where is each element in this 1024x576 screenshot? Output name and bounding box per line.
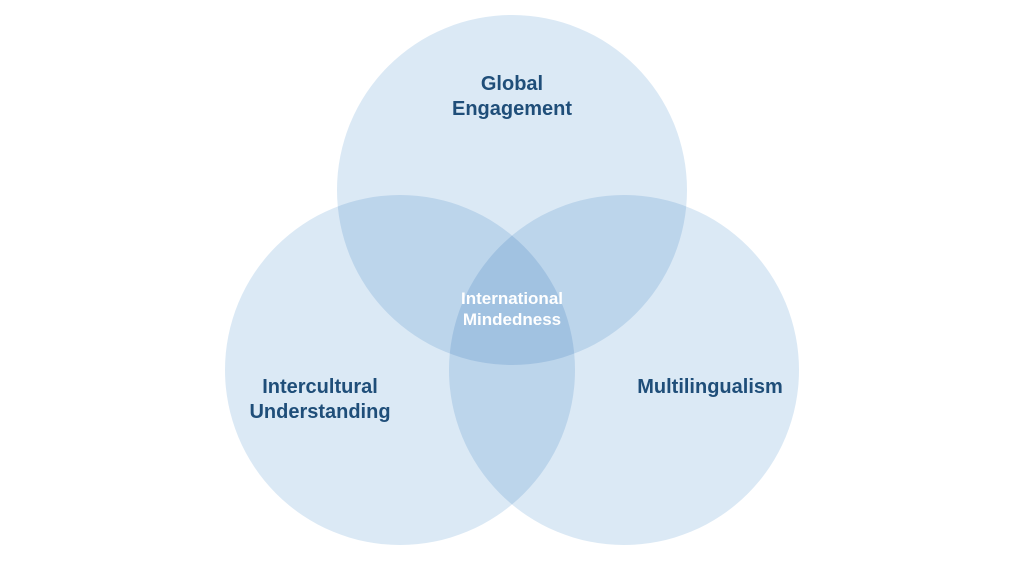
label-international-mindedness: International Mindedness — [392, 288, 632, 331]
venn-diagram: Global Engagement Intercultural Understa… — [0, 0, 1024, 576]
label-global-engagement: Global Engagement — [362, 72, 662, 122]
label-intercultural-understanding: Intercultural Understanding — [170, 375, 470, 425]
venn-circle-right — [449, 195, 799, 545]
label-multilingualism: Multilingualism — [560, 375, 860, 400]
